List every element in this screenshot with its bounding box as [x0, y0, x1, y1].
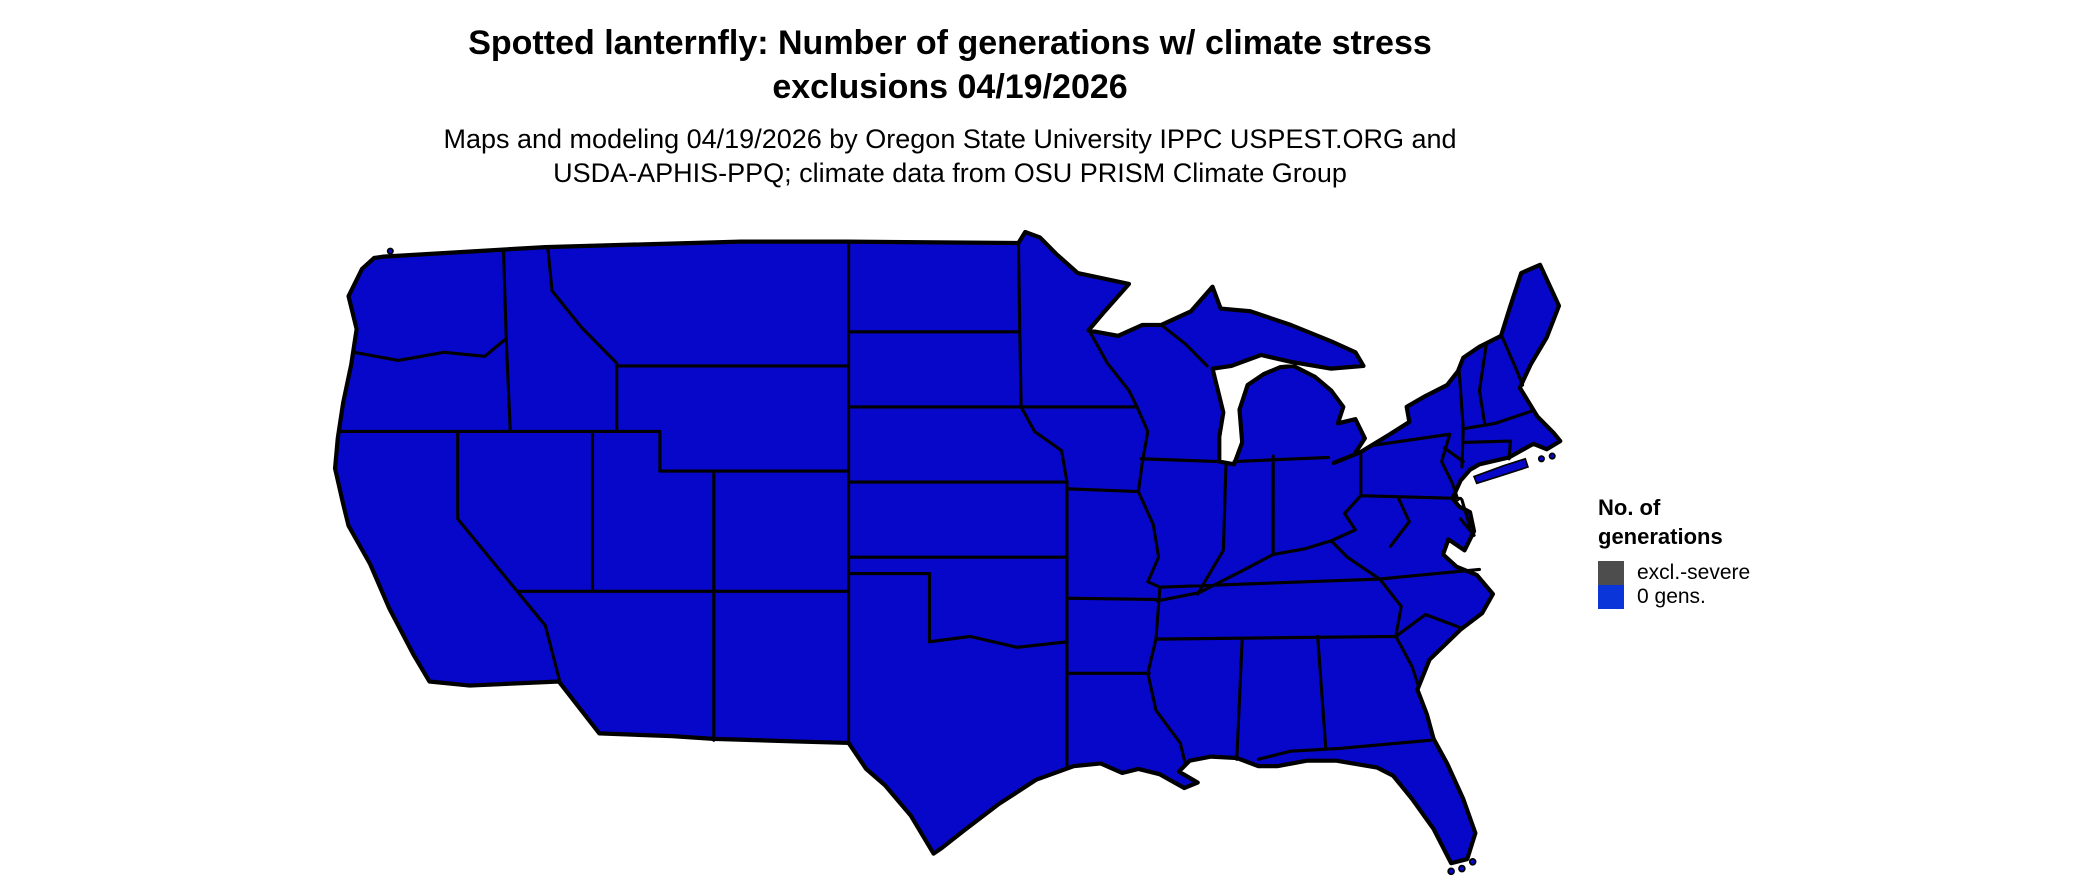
legend-swatch-excl-severe — [1598, 561, 1624, 586]
florida-keys-islet — [1447, 867, 1455, 876]
legend-title-line1: No. of — [1598, 495, 1661, 520]
legend-item-0-gens: 0 gens. — [1598, 585, 1878, 610]
marthas-vineyard-islet — [1548, 452, 1556, 460]
us-landmass — [332, 229, 1563, 866]
legend-title-line2: generations — [1598, 523, 1723, 549]
map-title: Spotted lanternfly: Number of generation… — [0, 22, 1900, 109]
map-title-line2: exclusions 04/19/2026 — [772, 67, 1128, 106]
map-subtitle-line1: Maps and modeling 04/19/2026 by Oregon S… — [443, 124, 1457, 154]
legend-item-excl-severe: excl.-severe — [1598, 561, 1878, 586]
legend-label-0-gens: 0 gens. — [1637, 585, 1706, 609]
map-title-line1: Spotted lanternfly: Number of generation… — [468, 24, 1432, 62]
map-subtitle: Maps and modeling 04/19/2026 by Oregon S… — [0, 122, 1900, 191]
legend-label-excl-severe: excl.-severe — [1637, 561, 1751, 585]
nantucket-islet — [1537, 455, 1545, 463]
us-choropleth-map — [332, 229, 1563, 876]
legend-swatch-0-gens — [1598, 585, 1624, 610]
san-juan-islet — [386, 247, 394, 255]
long-island — [1472, 457, 1529, 485]
state-borders — [337, 240, 1534, 770]
florida-keys-islet — [1458, 864, 1466, 873]
map-legend: No. of generations excl.-severe 0 gens. — [1598, 494, 1878, 610]
florida-keys-islet — [1468, 857, 1477, 866]
map-subtitle-line2: USDA-APHIS-PPQ; climate data from OSU PR… — [553, 158, 1347, 189]
legend-title: No. of generations — [1598, 494, 1878, 551]
legend-items: excl.-severe 0 gens. — [1598, 561, 1878, 610]
